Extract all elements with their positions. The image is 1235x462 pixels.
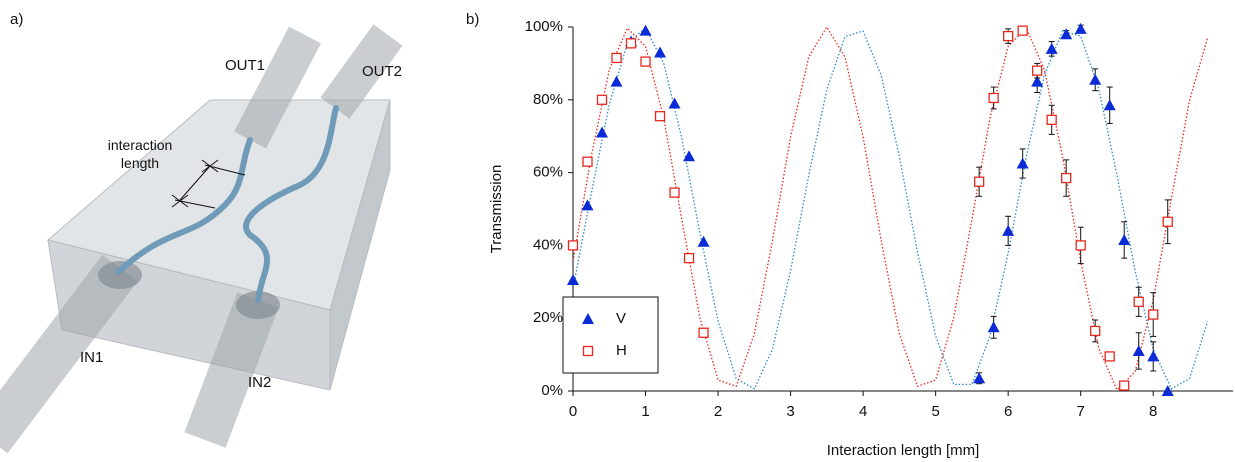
legend-label: V xyxy=(616,310,626,327)
marker xyxy=(1002,224,1015,236)
marker xyxy=(1148,309,1159,320)
x-tick-label: 6 xyxy=(1004,403,1012,420)
marker xyxy=(1162,216,1173,227)
marker xyxy=(1060,28,1073,40)
annotation: interaction length xyxy=(107,137,173,171)
legend-label: H xyxy=(616,342,627,359)
x-tick-label: 8 xyxy=(1149,403,1157,420)
legend-marker xyxy=(582,313,594,324)
marker xyxy=(596,94,608,105)
marker xyxy=(582,156,593,167)
port-label: IN1 xyxy=(80,349,103,366)
marker xyxy=(1103,99,1116,111)
x-tick-label: 1 xyxy=(641,403,649,420)
marker xyxy=(1031,75,1044,87)
marker xyxy=(973,372,986,384)
y-tick-label: 100% xyxy=(525,18,563,35)
marker xyxy=(1132,344,1145,356)
y-tick-label: 80% xyxy=(533,91,563,108)
y-tick-label: 0% xyxy=(541,382,563,399)
x-tick-label: 4 xyxy=(859,403,867,420)
marker xyxy=(669,187,680,198)
x-tick-label: 0 xyxy=(569,403,577,420)
marker xyxy=(1016,157,1029,169)
marker xyxy=(1032,65,1043,76)
marker xyxy=(988,92,999,104)
marker xyxy=(683,150,696,162)
marker xyxy=(1119,380,1130,391)
device-diagram: a) OUT1 OUT2 IN1 IN2 xyxy=(0,11,403,454)
marker xyxy=(1133,296,1144,307)
y-axis-label: Transmission xyxy=(488,165,505,254)
marker xyxy=(640,56,651,67)
marker xyxy=(987,321,1000,333)
marker xyxy=(1061,172,1072,184)
marker xyxy=(625,38,637,49)
legend-box xyxy=(562,296,659,374)
marker xyxy=(610,75,623,87)
marker xyxy=(668,97,681,109)
x-tick-label: 3 xyxy=(786,403,794,420)
panel-label: a) xyxy=(10,11,23,28)
waveguides xyxy=(115,105,339,303)
fibers xyxy=(0,24,403,454)
port-label: IN2 xyxy=(248,374,271,391)
y-tick-label: 40% xyxy=(533,236,563,253)
marker xyxy=(974,176,985,187)
marker xyxy=(567,273,579,285)
x-axis-label: Interaction length [mm] xyxy=(827,442,980,459)
legend-marker xyxy=(582,345,594,357)
marker xyxy=(1075,240,1086,251)
port-label: OUT2 xyxy=(362,63,402,80)
marker xyxy=(1161,385,1174,396)
marker xyxy=(1104,351,1115,362)
marker xyxy=(581,199,594,211)
marker xyxy=(654,46,667,58)
marker xyxy=(596,126,609,138)
marker xyxy=(1046,114,1057,125)
marker xyxy=(1003,30,1014,42)
marker xyxy=(697,235,710,247)
annotation-lines xyxy=(171,159,246,209)
marker xyxy=(698,327,709,338)
marker xyxy=(1090,325,1101,337)
x-tick-label: 2 xyxy=(714,403,722,420)
port-label: OUT1 xyxy=(225,57,265,74)
panel-label: b) xyxy=(466,11,479,28)
y-tick-label: 60% xyxy=(533,164,563,181)
marker xyxy=(611,52,622,64)
y-tick-label: 20% xyxy=(533,309,563,326)
marker xyxy=(1045,42,1058,54)
x-tick-label: 7 xyxy=(1077,403,1085,420)
marker xyxy=(654,111,666,122)
marker xyxy=(683,252,695,264)
fit-curve xyxy=(573,27,1209,390)
marker xyxy=(567,240,579,251)
marker xyxy=(1017,25,1028,36)
marker xyxy=(1074,22,1087,34)
marker xyxy=(1089,73,1102,85)
marker xyxy=(639,24,652,36)
marker xyxy=(1147,350,1160,362)
marker xyxy=(1118,233,1131,245)
x-tick-label: 5 xyxy=(931,403,939,420)
